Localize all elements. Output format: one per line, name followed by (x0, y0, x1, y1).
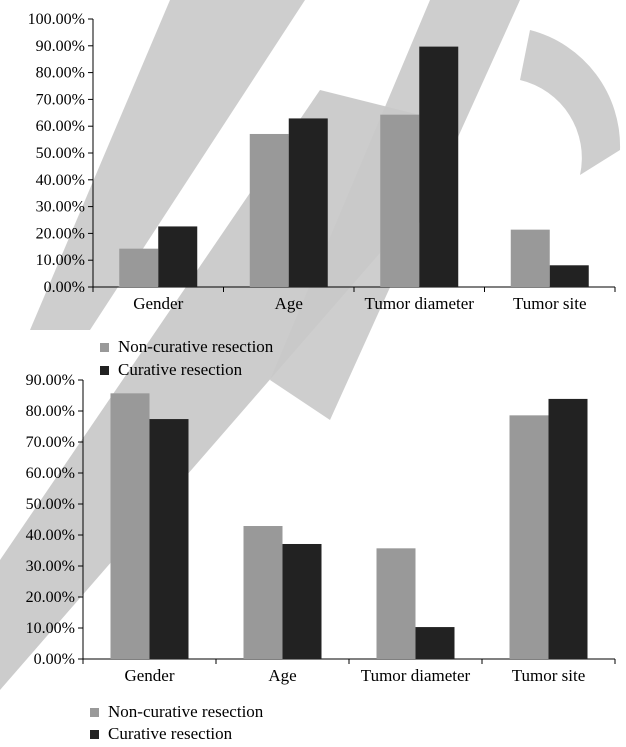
y-tick-label: 70.00% (26, 434, 75, 451)
legend-swatch-non-curative (100, 343, 109, 352)
legend-swatch-curative (90, 730, 99, 739)
bar-non-curative-gender (119, 248, 159, 287)
y-tick-label: 60.00% (36, 118, 85, 135)
bottom-bar-chart: 0.00% 10.00% 20.00% 30.00% 40.00% 50.00% 60.00… (26, 372, 616, 743)
bar-non-curative-tumor-diameter (376, 548, 416, 659)
x-category-label: Tumor diameter (361, 666, 471, 685)
y-tick-label: 40.00% (26, 527, 75, 544)
y-tick-label: 50.00% (26, 496, 75, 513)
bar-curative-age (282, 543, 322, 659)
bar-non-curative-tumor-site (510, 229, 550, 287)
legend-swatch-curative (100, 366, 109, 375)
x-category-label: Tumor site (512, 666, 586, 685)
y-tick-label: 90.00% (26, 372, 75, 389)
x-category-label: Age (275, 294, 303, 313)
bar-curative-age (288, 118, 328, 287)
x-category-label: Tumor diameter (365, 294, 475, 313)
bar-curative-tumor-diameter (415, 627, 455, 659)
y-tick-label: 100.00% (28, 11, 85, 28)
y-tick-label: 20.00% (36, 225, 85, 242)
x-category-label: Age (268, 666, 296, 685)
bar-non-curative-age (243, 526, 283, 659)
bar-curative-tumor-site (549, 265, 589, 287)
legend-label-curative: Curative resection (108, 724, 233, 743)
bar-curative-tumor-site (548, 398, 588, 659)
bar-curative-tumor-diameter (419, 46, 459, 287)
legend-swatch-non-curative (90, 708, 99, 717)
y-tick-label: 40.00% (36, 172, 85, 189)
y-tick-label: 30.00% (26, 558, 75, 575)
bar-curative-gender (149, 419, 189, 659)
legend-label-non-curative: Non-curative resection (118, 337, 274, 356)
watermark-stroke-2 (30, 0, 305, 330)
y-tick-label: 60.00% (26, 465, 75, 482)
bar-non-curative-tumor-site (509, 415, 549, 659)
top-bar-chart: 0.00% 10.00% 20.00% 30.00% 40.00% 50.00% 60.00… (28, 11, 616, 379)
x-category-label: Gender (124, 666, 174, 685)
legend-label-non-curative: Non-curative resection (108, 702, 264, 721)
x-category-label: Gender (133, 294, 183, 313)
bar-non-curative-age (249, 133, 289, 287)
y-tick-label: 70.00% (36, 91, 85, 108)
y-tick-label: 10.00% (36, 252, 85, 269)
y-tick-label: 0.00% (34, 651, 75, 668)
watermark-stroke-4 (520, 30, 621, 175)
bar-curative-gender (158, 226, 198, 287)
bar-non-curative-tumor-diameter (380, 114, 420, 288)
legend-label-curative: Curative resection (118, 360, 243, 379)
x-category-label: Tumor site (513, 294, 587, 313)
y-tick-label: 20.00% (26, 589, 75, 606)
bar-non-curative-gender (110, 393, 150, 659)
y-tick-label: 50.00% (36, 145, 85, 162)
y-tick-label: 0.00% (44, 279, 85, 296)
y-tick-label: 30.00% (36, 199, 85, 216)
y-tick-label: 80.00% (36, 65, 85, 82)
y-tick-label: 90.00% (36, 38, 85, 55)
y-tick-label: 10.00% (26, 620, 75, 637)
y-tick-label: 80.00% (26, 403, 75, 420)
